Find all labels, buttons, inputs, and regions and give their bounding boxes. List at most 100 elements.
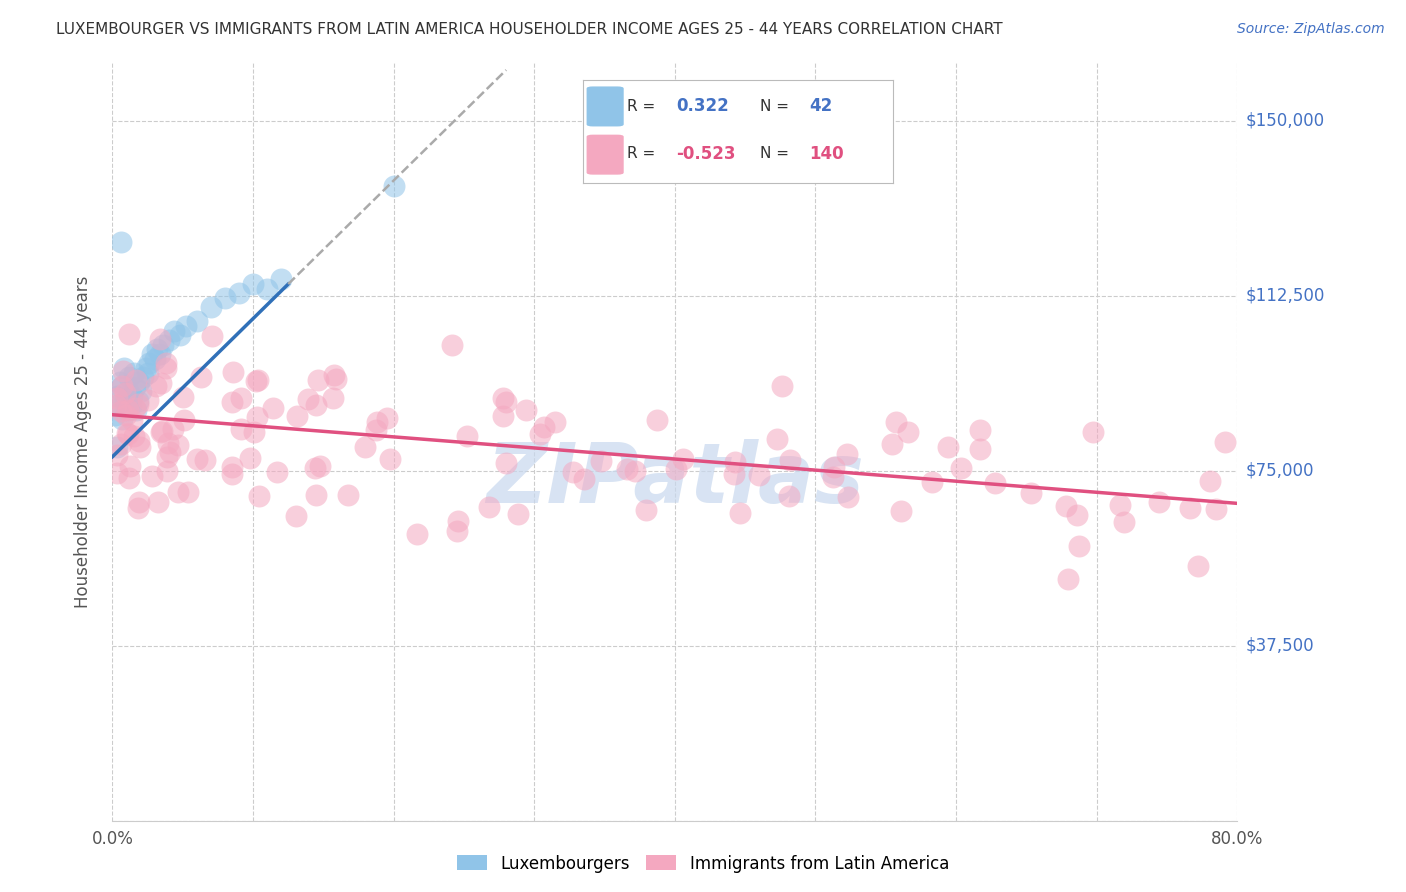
Point — [1109, 498, 1132, 512]
Point — [111, 378, 134, 392]
Point — [117, 427, 139, 442]
Point — [110, 235, 132, 249]
Point — [508, 507, 530, 521]
Point — [624, 464, 647, 478]
Point — [136, 393, 159, 408]
Point — [495, 456, 517, 470]
Point — [120, 459, 142, 474]
Point — [1199, 474, 1222, 488]
Point — [529, 427, 551, 442]
Point — [446, 524, 468, 538]
Point — [118, 327, 141, 342]
Point — [221, 395, 243, 409]
Text: N =: N = — [759, 146, 793, 161]
Point — [307, 373, 329, 387]
Point — [880, 437, 903, 451]
Point — [897, 425, 920, 439]
Point — [136, 366, 159, 380]
Point — [129, 440, 152, 454]
Point — [118, 370, 141, 384]
Point — [1187, 558, 1209, 573]
Point — [115, 425, 138, 440]
Point — [138, 356, 160, 370]
Text: $37,500: $37,500 — [1246, 637, 1315, 655]
Point — [969, 442, 991, 456]
Point — [456, 429, 478, 443]
Point — [336, 488, 359, 502]
Point — [228, 286, 250, 301]
Point — [491, 409, 513, 423]
Point — [562, 465, 585, 479]
Point — [146, 343, 169, 357]
Point — [1019, 486, 1042, 500]
Text: 0.322: 0.322 — [676, 97, 730, 115]
Point — [229, 391, 252, 405]
Point — [157, 333, 180, 347]
Point — [447, 514, 470, 528]
Point — [129, 384, 152, 399]
Point — [323, 368, 346, 383]
Text: 42: 42 — [810, 97, 832, 115]
Point — [1147, 495, 1170, 509]
Point — [1054, 499, 1077, 513]
Point — [124, 373, 146, 387]
Y-axis label: Householder Income Ages 25 - 44 years: Householder Income Ages 25 - 44 years — [73, 276, 91, 607]
Point — [125, 403, 148, 417]
Point — [163, 324, 186, 338]
Point — [150, 425, 173, 439]
Point — [672, 451, 695, 466]
Point — [104, 408, 127, 422]
Point — [156, 450, 179, 465]
Point — [128, 375, 150, 389]
Text: R =: R = — [627, 99, 659, 114]
Point — [378, 451, 401, 466]
Point — [104, 398, 127, 412]
Point — [591, 454, 613, 468]
Point — [364, 423, 387, 437]
Text: R =: R = — [627, 146, 659, 161]
Point — [270, 272, 292, 286]
Text: LUXEMBOURGER VS IMMIGRANTS FROM LATIN AMERICA HOUSEHOLDER INCOME AGES 25 - 44 YE: LUXEMBOURGER VS IMMIGRANTS FROM LATIN AM… — [56, 22, 1002, 37]
Point — [166, 485, 188, 500]
Point — [143, 351, 166, 366]
Point — [122, 366, 145, 380]
Point — [837, 490, 859, 504]
Point — [127, 396, 149, 410]
Point — [229, 422, 252, 436]
Text: 140: 140 — [810, 145, 844, 162]
Point — [262, 401, 284, 416]
Text: N =: N = — [759, 99, 793, 114]
FancyBboxPatch shape — [586, 135, 624, 175]
Point — [186, 452, 208, 467]
Text: $150,000: $150,000 — [1246, 112, 1324, 129]
Point — [245, 375, 267, 389]
Point — [495, 395, 517, 409]
Point — [105, 389, 128, 403]
Point — [149, 347, 172, 361]
Point — [124, 401, 146, 415]
Point — [111, 412, 134, 426]
Point — [835, 447, 858, 461]
Point — [132, 370, 155, 384]
Point — [110, 404, 132, 418]
FancyBboxPatch shape — [586, 87, 624, 127]
Point — [135, 361, 157, 376]
Point — [105, 466, 128, 480]
Point — [1205, 502, 1227, 516]
Point — [111, 363, 134, 377]
Point — [748, 467, 770, 482]
Point — [152, 337, 174, 351]
Point — [766, 433, 789, 447]
Point — [665, 462, 688, 476]
Point — [305, 398, 328, 412]
Point — [239, 451, 262, 466]
Point — [108, 375, 131, 389]
Point — [149, 331, 172, 345]
Point — [114, 385, 136, 400]
Point — [969, 423, 991, 437]
Point — [118, 471, 141, 485]
Point — [936, 440, 959, 454]
Text: -0.523: -0.523 — [676, 145, 735, 162]
Point — [150, 425, 173, 439]
Point — [162, 421, 184, 435]
